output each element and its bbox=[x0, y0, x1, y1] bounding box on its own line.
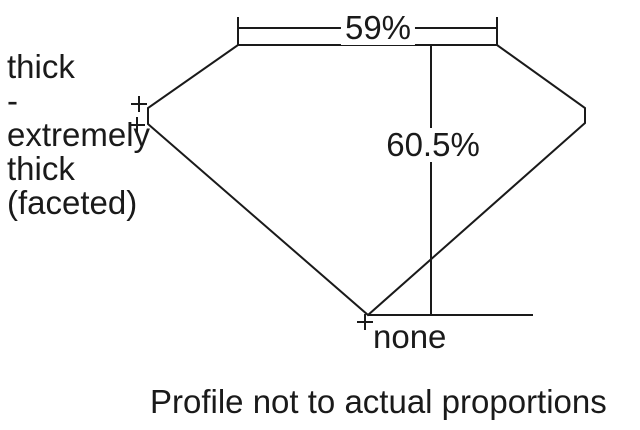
culet-label: none bbox=[373, 318, 447, 355]
depth-percent-label: 60.5% bbox=[382, 128, 484, 162]
girdle-label-line-1: thick bbox=[7, 48, 75, 85]
girdle-thickness-label: thick - extremely thick (faceted) bbox=[7, 50, 150, 220]
girdle-label-line-5: (faceted) bbox=[7, 184, 138, 221]
girdle-label-line-2: - bbox=[7, 82, 18, 119]
culet-plus-mark bbox=[357, 314, 373, 330]
girdle-label-line-4: thick bbox=[7, 150, 75, 187]
caption: Profile not to actual proportions bbox=[150, 383, 607, 420]
girdle-bottom-plus-mark bbox=[129, 117, 145, 133]
girdle-label-line-3: extremely bbox=[7, 116, 151, 153]
table-percent-label: 59% bbox=[340, 11, 416, 45]
girdle-top-plus-mark bbox=[131, 96, 147, 112]
diamond-outline bbox=[147, 44, 586, 317]
